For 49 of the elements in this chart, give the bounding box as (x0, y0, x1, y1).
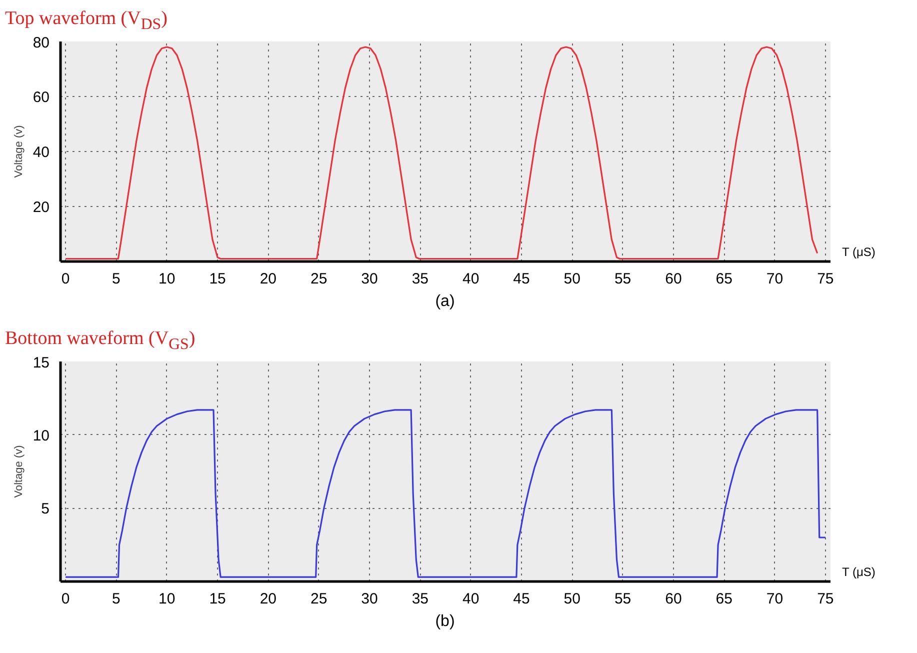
x-tick-label: 15 (209, 270, 226, 288)
x-tick-label: 50 (564, 270, 580, 288)
x-tick-label: 70 (766, 270, 784, 288)
x-tick-label: 50 (564, 590, 580, 608)
x-tick-label: 20 (260, 590, 277, 608)
text: (b) (434, 612, 456, 632)
y-tick-label: 60 (32, 89, 50, 106)
x-tick-label: 0 (61, 590, 70, 608)
x-tick-label: 15 (209, 590, 226, 608)
line-series (64, 46, 818, 260)
x-tick-label: 25 (310, 590, 328, 608)
x-tick-label: 5 (112, 590, 120, 608)
x-tick-label: 75 (817, 270, 834, 288)
x-tick-label: 35 (412, 270, 429, 288)
x-tick-label: 60 (665, 270, 682, 288)
chart-title: Bottom waveform (V$_{GS}$) (5, 328, 196, 353)
x-tick-label: 10 (158, 590, 176, 608)
x-tick-label: 25 (310, 270, 328, 288)
x-tick-label: 0 (61, 270, 70, 288)
x-tick-label: 30 (361, 270, 378, 288)
x-tick-label: 10 (158, 270, 176, 288)
x-tick-label: 65 (716, 590, 732, 608)
x-tick-label: 65 (716, 270, 732, 288)
y-tick-label: 80 (32, 34, 50, 52)
y-axis-title: Voltage (v) (12, 445, 25, 498)
x-axis-title: T (μS) (842, 245, 876, 259)
x-tick-label: 35 (412, 590, 429, 608)
x-tick-label: 45 (513, 270, 530, 288)
x-tick-label: 40 (462, 270, 480, 288)
y-tick-label: 10 (32, 427, 50, 444)
x-tick-label: 55 (614, 590, 632, 608)
y-tick-label: 15 (32, 354, 50, 372)
y-axis-title: Voltage (v) (12, 125, 25, 178)
chart-title: Top waveform (V$_{DS}$) (5, 8, 168, 33)
x-tick-label: 75 (817, 590, 834, 608)
x-tick-label: 30 (361, 590, 378, 608)
text: (a) (434, 292, 456, 312)
x-tick-label: 20 (260, 270, 277, 288)
x-tick-label: 45 (513, 590, 530, 608)
y-tick-label: 20 (32, 199, 50, 216)
y-tick-label: 40 (32, 144, 50, 161)
x-tick-label: 5 (112, 270, 120, 288)
x-axis-title: T (μS) (842, 565, 876, 579)
x-tick-label: 60 (665, 590, 682, 608)
y-tick-label: 5 (41, 500, 50, 518)
x-tick-label: 70 (766, 590, 784, 608)
x-tick-label: 40 (462, 590, 480, 608)
x-tick-label: 55 (614, 270, 632, 288)
line-series (64, 409, 826, 578)
